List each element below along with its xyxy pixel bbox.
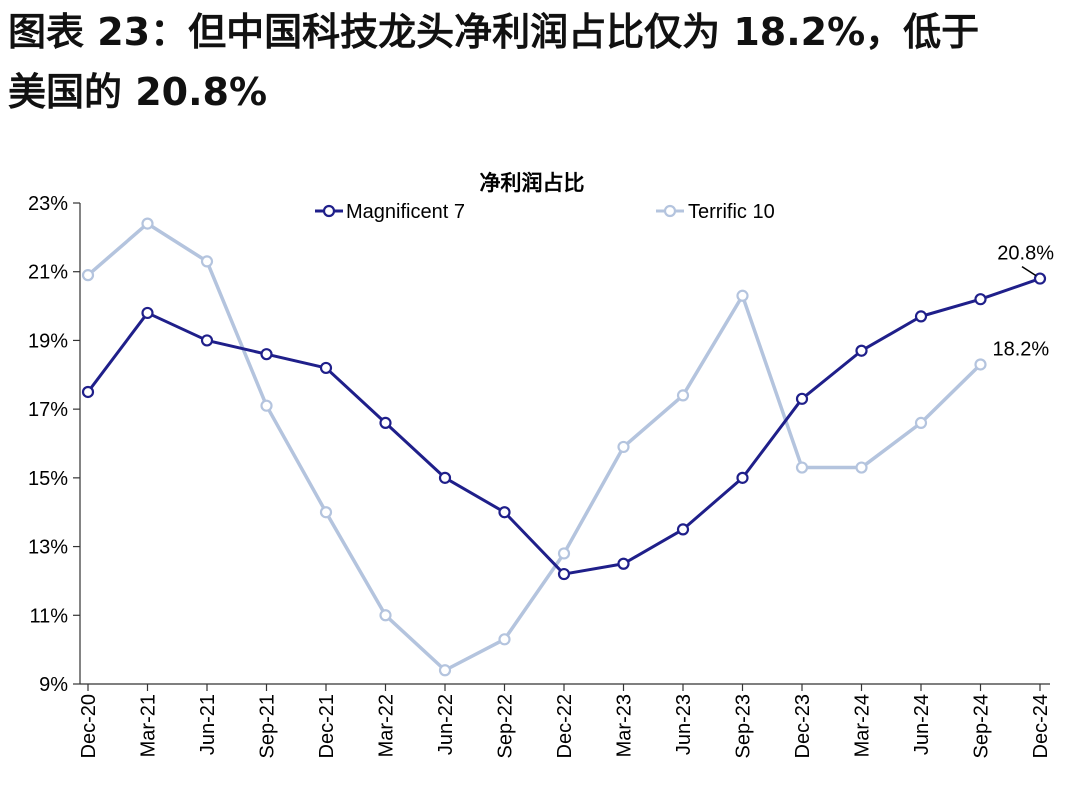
data-point: [81, 385, 95, 399]
x-tick-label: Sep-21: [257, 694, 279, 759]
page-title: 图表 23：但中国科技龙头净利润占比仅为 18.2%，低于 美国的 20.8%: [8, 2, 1072, 122]
data-point: [1033, 272, 1047, 285]
data-point: [557, 547, 571, 560]
series-line: [86, 221, 982, 673]
data-point: [260, 348, 273, 361]
x-tick-label: Sep-24: [971, 694, 993, 759]
x-tick-label: Jun-21: [197, 694, 219, 755]
data-point: [676, 523, 690, 536]
x-tick-label: Dec-24: [1030, 694, 1052, 758]
series-2: [81, 217, 987, 677]
data-point: [319, 506, 333, 519]
axes: 9% 11% 13% 15% 17% 19% 21% 23% Dec-20 Mar-21 Jun-2…: [28, 193, 1052, 759]
chart-title: 净利润占比: [480, 171, 585, 195]
data-point: [81, 269, 95, 282]
legend-label: Magnificent 7: [346, 201, 465, 223]
x-tick-label: Dec-22: [554, 694, 576, 758]
legend-item-1: Magnificent 7: [315, 201, 465, 223]
data-point: [498, 506, 511, 519]
data-label-2: 18.2%: [993, 338, 1050, 360]
y-tick-label: 15%: [28, 468, 68, 490]
data-point: [379, 609, 392, 622]
legend-item-2: Terrific 10: [656, 201, 775, 223]
data-point: [855, 344, 868, 357]
data-point: [914, 310, 928, 323]
x-tick-label: Dec-20: [78, 694, 100, 758]
data-point: [438, 471, 452, 484]
legend-swatch-marker: [322, 204, 336, 218]
y-tick-label: 21%: [28, 262, 68, 284]
page-title-line-1: 图表 23：但中国科技龙头净利润占比仅为 18.2%，低于: [8, 10, 980, 54]
data-point: [974, 293, 987, 306]
y-tick-label: 13%: [28, 537, 68, 559]
data-point: [736, 289, 749, 302]
x-tick-label: Mar-23: [614, 694, 636, 757]
data-point: [200, 255, 214, 268]
data-point: [260, 399, 273, 412]
data-point: [617, 557, 630, 570]
y-tick-label: 9%: [39, 674, 68, 696]
leader-line: [1021, 265, 1037, 277]
series-layer: [81, 217, 1047, 677]
data-point: [438, 664, 452, 677]
annotations: 20.8% 18.2%: [993, 243, 1055, 361]
data-point: [974, 358, 987, 371]
page-title-line-2: 美国的 20.8%: [8, 70, 268, 114]
data-point: [498, 633, 511, 646]
data-point: [319, 361, 333, 375]
data-point: [795, 461, 809, 474]
legend-label: Terrific 10: [688, 201, 775, 223]
x-tick-label: Sep-22: [495, 694, 517, 759]
y-tick-label: 17%: [28, 399, 68, 421]
x-tick-label: Dec-23: [792, 694, 814, 758]
data-point: [795, 392, 809, 405]
y-tick-label: 11%: [29, 605, 68, 627]
data-label-text: 18.2%: [993, 338, 1050, 360]
data-point: [141, 306, 154, 320]
y-tick-label: 23%: [28, 193, 68, 215]
x-tick-label: Jun-22: [435, 694, 457, 755]
legend-swatch-marker: [663, 204, 677, 218]
data-point: [379, 416, 392, 429]
x-tick-label: Mar-22: [376, 694, 398, 757]
data-point: [676, 389, 690, 402]
data-label-text: 20.8%: [997, 243, 1054, 265]
data-point: [914, 416, 928, 429]
x-tick-label: Dec-21: [316, 694, 338, 758]
data-point: [200, 334, 214, 347]
x-tick-label: Jun-24: [911, 694, 933, 755]
data-point: [855, 461, 868, 474]
data-point: [557, 567, 571, 581]
data-point: [736, 471, 749, 484]
legend: Magnificent 7 Terrific 10: [315, 201, 775, 223]
series-1: [81, 272, 1047, 581]
data-label-1: 20.8%: [997, 243, 1054, 277]
x-tick-label: Jun-23: [673, 694, 695, 755]
data-point: [141, 217, 154, 230]
x-tick-label: Mar-24: [852, 694, 874, 757]
x-tick-label: Sep-23: [733, 694, 755, 759]
data-point: [617, 440, 630, 454]
x-tick-label: Mar-21: [138, 694, 160, 757]
y-tick-label: 19%: [28, 330, 68, 352]
